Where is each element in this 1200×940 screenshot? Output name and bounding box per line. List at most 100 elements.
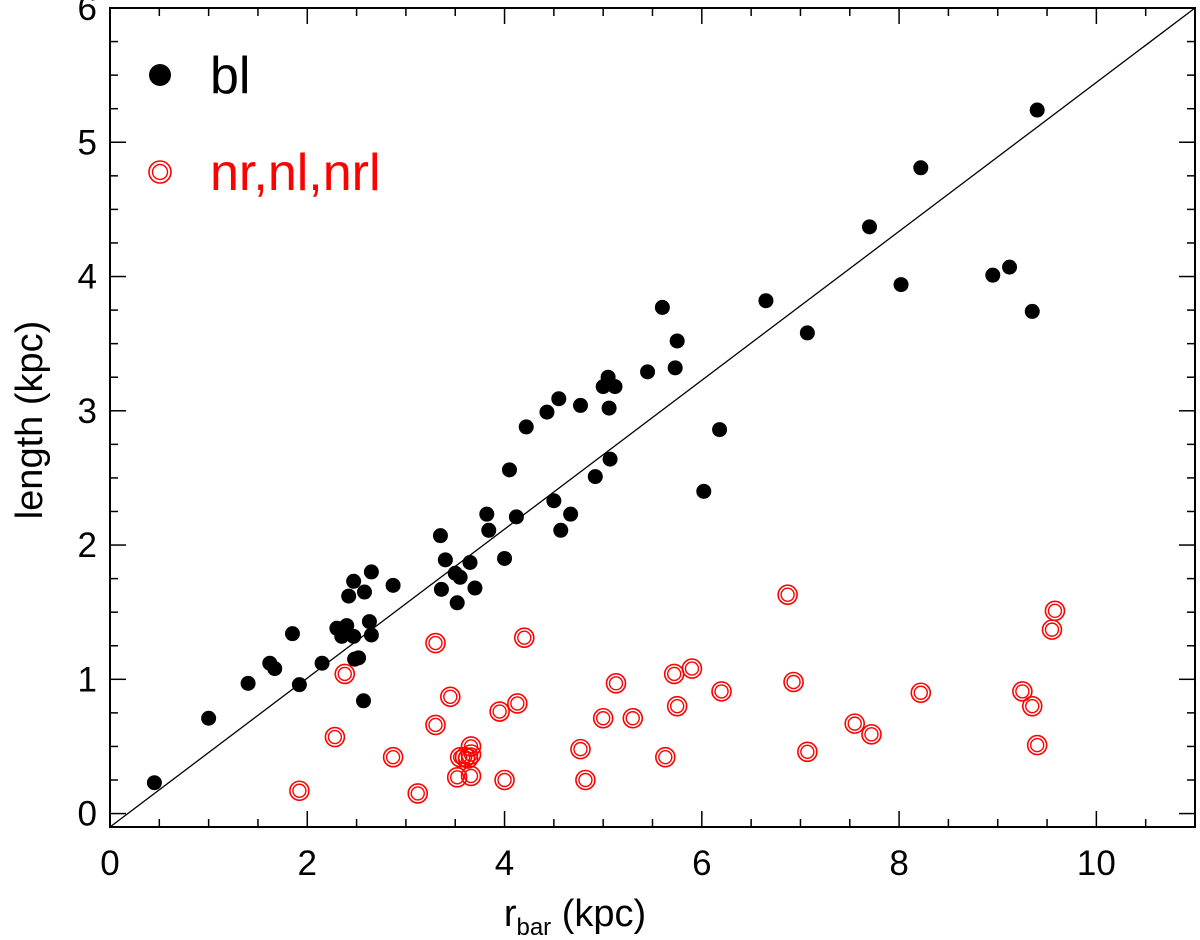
y-tick-label: 6 — [78, 0, 97, 28]
data-point-nr-nl-nrl — [460, 765, 482, 787]
data-point-bl — [1002, 259, 1018, 275]
data-point-nr-nl-nrl-inner — [327, 729, 343, 745]
data-point-bl — [284, 626, 300, 642]
data-point-nr-nl-nrl-inner — [667, 666, 682, 682]
data-point-nr-nl-nrl-inner — [510, 696, 525, 711]
data-point-nr-nl-nrl-inner — [658, 749, 673, 765]
data-point-bl — [696, 483, 712, 499]
data-point-nr-nl-nrl — [622, 707, 644, 729]
data-point-bl — [267, 661, 283, 677]
y-tick-label: 0 — [78, 795, 97, 834]
data-point-nr-nl-nrl-inner — [1044, 622, 1060, 637]
data-point-nr-nl-nrl — [592, 707, 614, 729]
data-point-nr-nl-nrl-inner — [385, 749, 401, 765]
data-point-nr-nl-nrl — [844, 713, 866, 734]
y-axis-title: length (kpc) — [9, 321, 51, 520]
data-point-nr-nl-nrl — [783, 671, 804, 693]
data-point-bl — [385, 577, 401, 593]
data-point-nr-nl-nrl — [1012, 681, 1033, 702]
x-tick-label: 8 — [889, 844, 908, 883]
data-point-nr-nl-nrl-inner — [463, 768, 479, 784]
legend-marker-nr-nl-nrl — [148, 160, 172, 184]
legend-label-bl: bl — [210, 47, 250, 105]
data-point-bl — [669, 333, 685, 349]
data-point-nr-nl-nrl-inner — [573, 741, 588, 757]
data-point-bl — [640, 364, 656, 380]
data-point-bl — [1029, 102, 1045, 118]
data-point-bl — [862, 219, 877, 235]
data-point-bl — [985, 267, 1001, 283]
data-point-nr-nl-nrl — [439, 686, 461, 708]
data-point-bl — [346, 628, 362, 644]
x-tick-label: 10 — [1077, 844, 1116, 883]
data-point-bl — [432, 528, 448, 544]
axis-ticks: 0 2 4 6 8 10 0 1 2 3 4 5 6 — [78, 0, 1196, 883]
data-point-nr-nl-nrl — [1044, 600, 1066, 622]
data-point-nr-nl-nrl-inner — [428, 717, 443, 733]
data-point-nr-nl-nrl — [711, 681, 732, 702]
data-point-nr-nl-nrl — [382, 746, 404, 768]
data-point-nr-nl-nrl — [324, 726, 346, 748]
data-point-bl — [602, 451, 618, 467]
data-point-bl — [913, 160, 929, 176]
data-point-nr-nl-nrl — [460, 744, 482, 765]
data-point-bl — [712, 422, 728, 438]
data-point-bl — [314, 655, 330, 671]
data-point-nr-nl-nrl-inner — [625, 711, 640, 726]
data-point-nr-nl-nrl-inner — [847, 716, 862, 731]
x-tick-label: 4 — [495, 844, 514, 883]
data-point-nr-nl-nrl — [575, 769, 596, 791]
data-point-nr-nl-nrl — [797, 741, 818, 763]
data-point-nr-nl-nrl-inner — [428, 635, 443, 651]
data-point-nr-nl-nrl-inner — [463, 739, 479, 754]
x-tick-label: 0 — [100, 844, 119, 883]
data-point-nr-nl-nrl-inner — [608, 676, 624, 691]
data-point-bl — [508, 509, 524, 525]
data-point-nr-nl-nrl-inner — [800, 744, 815, 760]
data-point-nr-nl-nrl — [489, 701, 510, 722]
data-point-nr-nl-nrl — [449, 746, 471, 768]
data-point-bl — [1024, 303, 1040, 319]
data-point-nr-nl-nrl-inner — [780, 587, 795, 602]
data-point-nr-nl-nrl-inner — [684, 661, 700, 676]
data-point-bl — [758, 293, 774, 309]
data-point-nr-nl-nrl-inner — [1047, 603, 1063, 619]
data-point-nr-nl-nrl-inner — [714, 684, 729, 699]
y-tick-label: 3 — [78, 392, 97, 431]
data-point-nr-nl-nrl — [681, 658, 703, 679]
data-point-bl — [587, 469, 603, 485]
data-point-nr-nl-nrl-inner — [1029, 737, 1045, 753]
data-point-bl — [799, 325, 815, 341]
data-point-nr-nl-nrl-inner — [492, 704, 507, 719]
legend-marker-bl — [149, 64, 171, 86]
data-point-bl — [553, 522, 569, 538]
data-point-nr-nl-nrl-inner — [292, 783, 307, 798]
data-point-bl — [551, 391, 567, 407]
data-point-bl — [546, 493, 562, 509]
x-axis-title: rbar (kpc) — [504, 893, 646, 940]
data-point-bl — [355, 693, 371, 709]
data-point-nr-nl-nrl — [334, 663, 356, 685]
data-point-nr-nl-nrl-inner — [864, 727, 879, 742]
legend-marker-nr-nl-nrl-inner — [151, 163, 169, 181]
data-point-nr-nl-nrl — [861, 724, 882, 745]
data-point-bl — [654, 299, 670, 315]
x-axis-title-subscript: bar — [516, 914, 551, 940]
y-tick-label: 2 — [78, 526, 97, 565]
data-point-bl — [452, 569, 468, 585]
data-point-nr-nl-nrl — [605, 673, 627, 694]
data-point-nr-nl-nrl — [655, 746, 676, 768]
data-point-bl — [146, 775, 162, 791]
data-point-nr-nl-nrl-inner — [463, 747, 479, 762]
data-point-nr-nl-nrl — [570, 738, 591, 760]
data-point-bl — [462, 555, 478, 571]
data-point-bl — [607, 379, 623, 395]
y-tick-label: 4 — [78, 258, 97, 297]
data-point-nr-nl-nrl-inner — [1015, 684, 1030, 699]
data-point-nr-nl-nrl-inner — [517, 630, 532, 645]
data-point-nr-nl-nrl — [513, 627, 535, 648]
data-point-nr-nl-nrl-inner — [786, 674, 801, 690]
data-point-bl — [601, 400, 617, 416]
data-point-nr-nl-nrl — [446, 767, 468, 788]
